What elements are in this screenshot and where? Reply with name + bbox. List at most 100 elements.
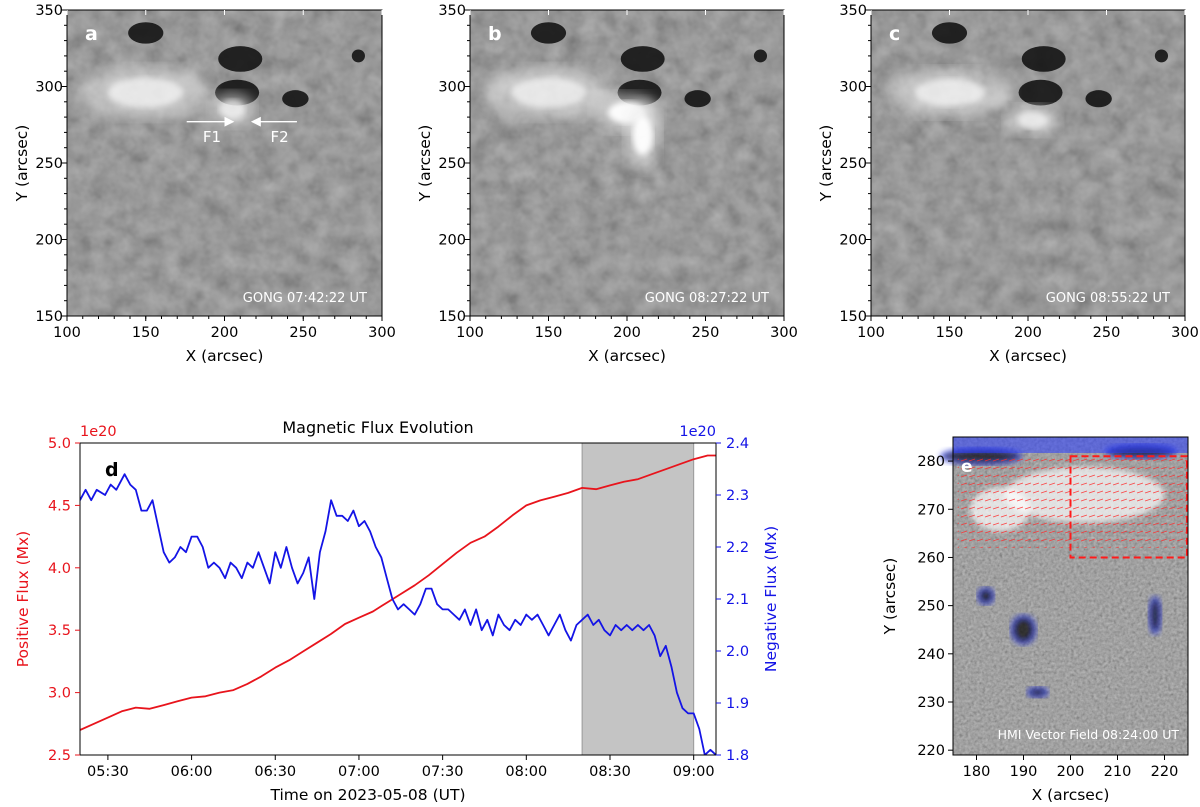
sunspot [620,46,665,72]
blue-vector-band [953,437,1188,453]
y-left-tick-label: 3.0 [48,686,71,702]
x-tick-label: 200 [1057,764,1085,780]
x-tick-label: 200 [1014,325,1042,341]
y-right-tick-label: 2.0 [726,644,749,660]
sunspot [351,49,365,63]
negative-polarity-patch [1010,614,1037,645]
plage-core [914,79,985,107]
x-tick-label: 190 [1010,764,1038,780]
y-tick-label: 250 [839,156,867,172]
panel-label: e [961,457,973,477]
y-tick-label: 240 [917,647,945,663]
timestamp: GONG 08:55:22 UT [1046,291,1170,306]
y-right-tick-label: 2.2 [726,540,749,556]
y-right-tick-label: 1.8 [726,748,749,764]
y-tick-label: 280 [917,454,945,470]
y-tick-label: 250 [917,599,945,615]
x-tick-label: 09:00 [673,764,715,780]
plage-core [107,77,184,108]
y-left-tick-label: 4.0 [48,561,71,577]
y-axis-label: Y (arcsec) [881,558,899,636]
x-tick-label: 300 [368,325,396,341]
plage-core [1017,111,1048,129]
y-tick-label: 250 [35,156,63,172]
timestamp: HMI Vector Field 08:24:00 UT [998,727,1180,742]
x-tick-label: 220 [1151,764,1179,780]
y-tick-label: 150 [438,309,466,325]
shaded-interval [581,442,695,756]
red-vector-field [957,456,1188,548]
y-right-axis-label: Negative Flux (Mx) [762,526,780,672]
y-tick-label: 200 [35,233,63,249]
x-tick-label: 08:30 [589,764,631,780]
x-tick-label: 250 [692,325,720,341]
timestamp: GONG 08:27:22 UT [645,291,769,306]
plage-core [510,77,587,108]
y-tick-label: 270 [917,502,945,518]
sunspot [1021,46,1066,72]
y-tick-label: 220 [917,743,945,759]
negative-polarity-patch [1026,686,1049,699]
x-tick-label: 07:30 [422,764,464,780]
y-tick-label: 250 [438,156,466,172]
x-axis-label: X (arcsec) [588,347,666,365]
y-tick-label: 200 [839,233,867,249]
x-axis-label: Time on 2023-05-08 (UT) [269,786,465,804]
y-tick-label: 260 [917,550,945,566]
y-left-tick-label: 5.0 [48,436,71,452]
sunspot [753,49,768,63]
negative-polarity-patch [976,587,995,605]
x-axis-label: X (arcsec) [1032,786,1110,804]
sunspot [1018,79,1063,106]
negative-flux-line [80,473,716,755]
y-tick-label: 150 [839,309,867,325]
y-tick-label: 200 [438,233,466,249]
panel-label: c [889,23,900,45]
sunspot [282,90,309,108]
x-axis-label: X (arcsec) [186,347,264,365]
sunspot [1085,90,1112,108]
x-tick-label: 250 [289,325,317,341]
x-tick-label: 06:00 [171,764,213,780]
y-left-scale: 1e20 [80,424,117,440]
y-left-axis-label: Positive Flux (Mx) [14,531,32,667]
y-right-tick-label: 2.3 [726,488,749,504]
x-tick-label: 180 [963,764,991,780]
positive-flux-line [80,454,716,731]
sunspot [530,22,567,44]
x-tick-label: 300 [1171,325,1199,341]
x-tick-label: 150 [132,325,160,341]
negative-polarity-patch [1148,596,1163,635]
y-tick-label: 300 [839,80,867,96]
x-tick-label: 300 [770,325,798,341]
y-left-tick-label: 4.5 [48,498,71,514]
y-tick-label: 300 [438,80,466,96]
panel-label: a [85,23,98,45]
x-tick-label: 05:30 [87,764,129,780]
y-tick-label: 350 [35,3,63,19]
y-axis-label: Y (arcsec) [817,125,835,203]
y-axis-label: Y (arcsec) [416,125,434,203]
y-tick-label: 350 [438,3,466,19]
x-tick-label: 150 [535,325,563,341]
sunspot [1154,49,1169,63]
y-right-tick-label: 2.1 [726,592,749,608]
y-tick-label: 300 [35,80,63,96]
y-right-scale: 1e20 [679,424,716,440]
panel-label: b [488,23,502,45]
y-tick-label: 350 [839,3,867,19]
y-left-tick-label: 2.5 [48,748,71,764]
y-axis-label: Y (arcsec) [13,125,31,203]
x-tick-label: 07:00 [338,764,380,780]
annotation-f1: F1 [203,128,221,146]
y-right-tick-label: 2.4 [726,436,749,452]
x-tick-label: 100 [857,325,885,341]
sunspot [684,90,711,108]
region-box [1069,455,1188,559]
y-right-tick-label: 1.9 [726,696,749,712]
x-tick-label: 100 [456,325,484,341]
panel-label: d [105,459,119,481]
